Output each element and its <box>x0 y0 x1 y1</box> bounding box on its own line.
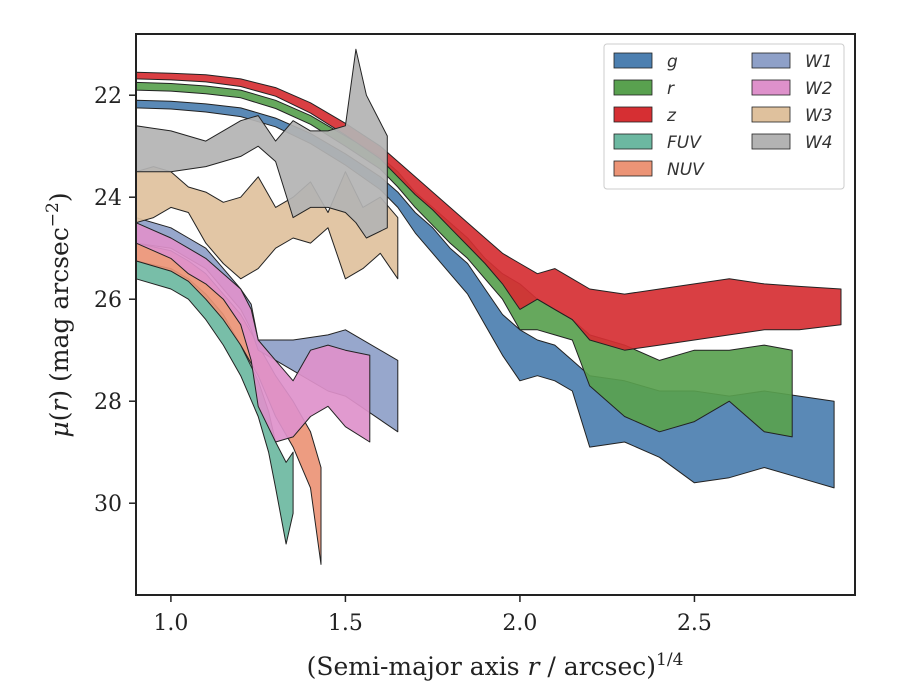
legend-swatch-z <box>613 106 653 123</box>
legend-label-z: z <box>666 106 677 126</box>
band-w3 <box>135 166 399 280</box>
legend-label-r: r <box>667 79 675 99</box>
y-tick-label: 28 <box>94 390 122 415</box>
x-tick-label: 2.5 <box>677 611 712 636</box>
legend-swatch-w4 <box>751 133 791 150</box>
legend-label-w3: W3 <box>805 106 833 126</box>
band-w4 <box>135 48 388 239</box>
y-tick-label: 22 <box>94 84 122 109</box>
legend-label-fuv: FUV <box>667 133 702 153</box>
y-tick-label: 24 <box>94 186 122 211</box>
legend-swatch-fuv <box>613 133 653 150</box>
x-axis-label: (Semi-major axis r / arcsec)1/4 <box>307 650 684 681</box>
legend-label-w4: W4 <box>805 133 833 153</box>
x-tick-label: 1.0 <box>153 611 188 636</box>
legend-swatch-w3 <box>751 106 791 123</box>
y-axis-label: μ(r) (mag arcsec−2) <box>43 192 74 437</box>
legend-label-w2: W2 <box>805 79 833 99</box>
band-z <box>135 71 842 351</box>
legend-swatch-nuv <box>613 160 653 177</box>
x-tick-label: 1.5 <box>328 611 363 636</box>
plot-area-frame <box>135 33 856 596</box>
legend-swatch-w2 <box>751 79 791 96</box>
legend-label-g: g <box>667 52 678 72</box>
legend-swatch-g <box>613 52 653 69</box>
legend: grz FUV NUV W1 W2 W3 W4 <box>603 43 845 190</box>
profile-bands <box>135 48 842 565</box>
legend-label-w1: W1 <box>805 52 833 72</box>
legend-swatch-w1 <box>751 52 791 69</box>
y-tick-label: 26 <box>94 288 122 313</box>
axis-ticks: 1.0 1.5 2.0 2.5 22 24 26 28 30 <box>94 84 712 636</box>
legend-label-nuv: NUV <box>667 160 705 180</box>
band-w2 <box>135 222 371 443</box>
y-tick-label: 30 <box>94 492 122 517</box>
x-tick-label: 2.0 <box>502 611 537 636</box>
legend-swatch-r <box>613 79 653 96</box>
